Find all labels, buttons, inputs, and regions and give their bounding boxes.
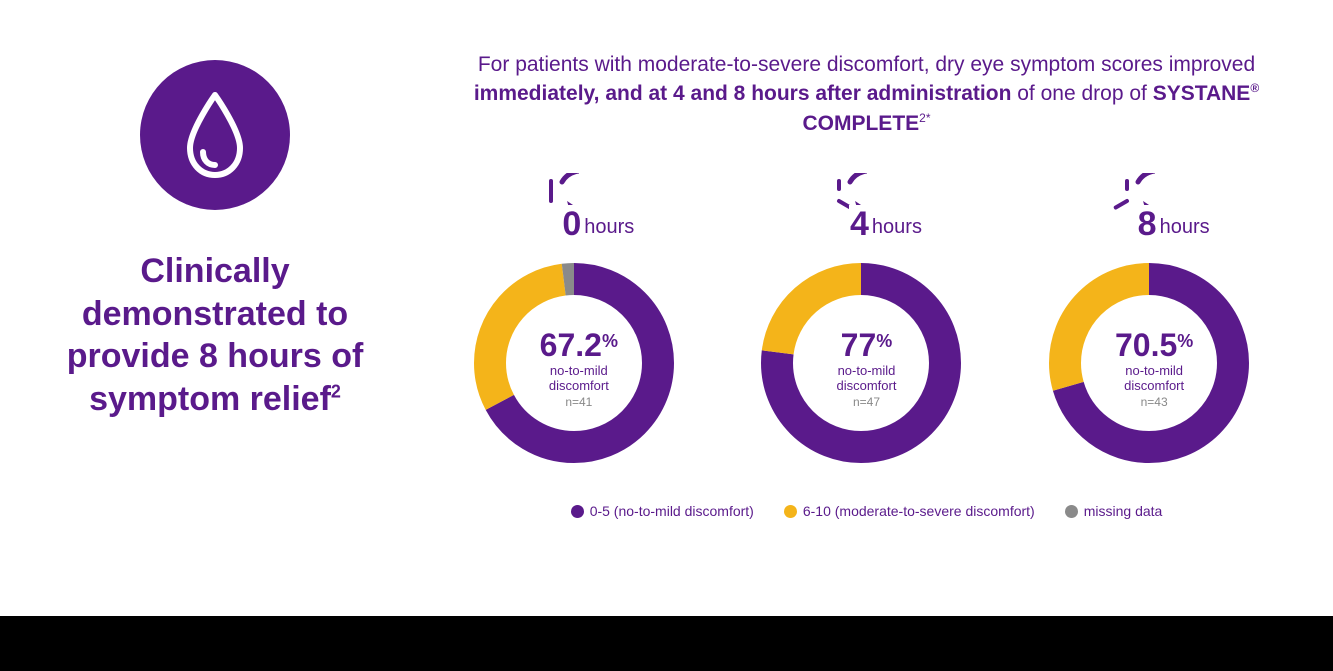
headline: Clinically demonstrated to provide 8 hou… <box>40 250 390 420</box>
percent-desc: no-to-milddiscomfort <box>549 364 609 393</box>
clock-label: 8hours <box>1099 173 1210 238</box>
legend-item: missing data <box>1065 503 1163 519</box>
legend-swatch <box>784 505 797 518</box>
legend-label: 0-5 (no-to-mild discomfort) <box>590 503 754 519</box>
clock-label: 4hours <box>811 173 922 238</box>
legend-label: missing data <box>1084 503 1163 519</box>
legend-swatch <box>1065 505 1078 518</box>
legend-item: 6-10 (moderate-to-severe discomfort) <box>784 503 1035 519</box>
percent-value: 70.5% <box>1115 327 1193 364</box>
percent-desc: no-to-milddiscomfort <box>1124 364 1184 393</box>
clock-label: 0hours <box>523 173 634 238</box>
n-value: n=47 <box>853 395 880 409</box>
drop-icon-circle <box>140 60 290 210</box>
hour-number: 0 <box>561 205 582 244</box>
bottom-black-bar <box>0 616 1333 671</box>
donut-chart: 70.5% no-to-milddiscomfort n=43 <box>1049 263 1259 473</box>
legend-swatch <box>571 505 584 518</box>
hour-number: 4 <box>849 205 870 244</box>
donut-center: 77% no-to-milddiscomfort n=47 <box>761 263 971 473</box>
donut-center: 70.5% no-to-milddiscomfort n=43 <box>1049 263 1259 473</box>
percent-desc: no-to-milddiscomfort <box>837 364 897 393</box>
legend-item: 0-5 (no-to-mild discomfort) <box>571 503 754 519</box>
n-value: n=41 <box>565 395 592 409</box>
chart-4h: 4hours 77% no-to-milddiscomfort n=47 <box>741 173 991 473</box>
charts-row: 0hours 67.2% no-to-milddiscomfort n=41 4… <box>440 173 1293 473</box>
hour-unit: hours <box>1160 216 1210 239</box>
hour-number: 8 <box>1137 205 1158 244</box>
donut-chart: 77% no-to-milddiscomfort n=47 <box>761 263 971 473</box>
donut-center: 67.2% no-to-milddiscomfort n=41 <box>474 263 684 473</box>
hour-unit: hours <box>584 216 634 239</box>
legend-label: 6-10 (moderate-to-severe discomfort) <box>803 503 1035 519</box>
hour-unit: hours <box>872 216 922 239</box>
n-value: n=43 <box>1141 395 1168 409</box>
right-column: For patients with moderate-to-severe dis… <box>390 50 1293 586</box>
left-column: Clinically demonstrated to provide 8 hou… <box>40 50 390 586</box>
donut-chart: 67.2% no-to-milddiscomfort n=41 <box>474 263 684 473</box>
drop-icon <box>180 90 250 180</box>
chart-8h: 8hours 70.5% no-to-milddiscomfort n=43 <box>1029 173 1279 473</box>
percent-value: 77% <box>841 327 893 364</box>
chart-0h: 0hours 67.2% no-to-milddiscomfort n=41 <box>454 173 704 473</box>
legend: 0-5 (no-to-mild discomfort) 6-10 (modera… <box>440 503 1293 519</box>
percent-value: 67.2% <box>540 327 618 364</box>
intro-text: For patients with moderate-to-severe dis… <box>440 50 1293 138</box>
infographic-panel: Clinically demonstrated to provide 8 hou… <box>0 0 1333 616</box>
